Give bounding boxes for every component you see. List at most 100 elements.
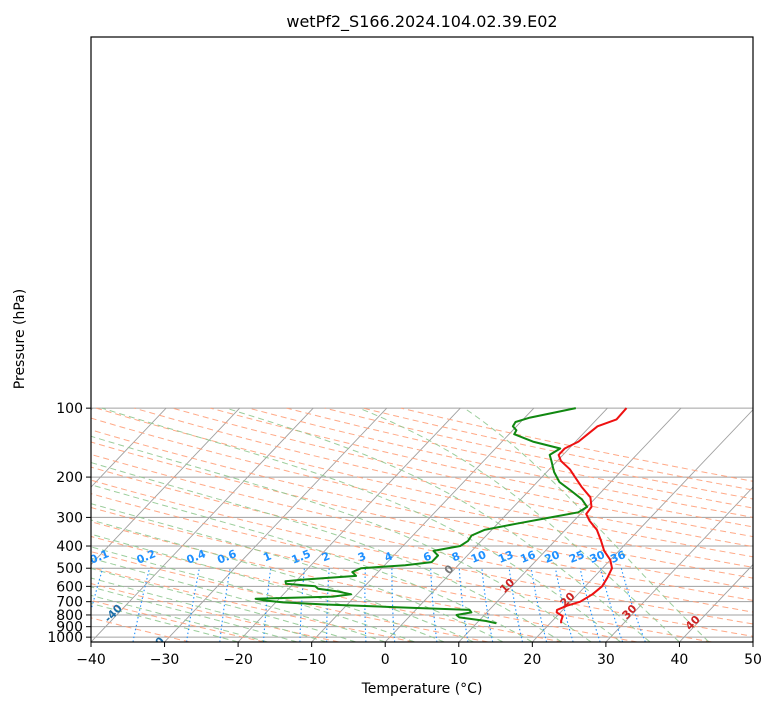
dry-adiabat <box>91 599 265 642</box>
mixing-ratio-label: 36 <box>608 548 627 566</box>
moist-adiabat <box>91 577 327 642</box>
isotherm-label: 40 <box>683 613 703 633</box>
dry-adiabat <box>91 466 753 613</box>
y-tick-label: 300 <box>56 510 83 526</box>
moist-adiabat <box>464 407 710 642</box>
y-tick-label: 700 <box>56 595 83 611</box>
moist-adiabat <box>91 533 445 642</box>
mixing-ratio-label: 3 <box>356 550 368 565</box>
moist-adiabat-lines <box>91 407 710 642</box>
moist-adiabat <box>101 407 621 642</box>
moist-adiabat <box>91 484 533 642</box>
x-tick-label: 0 <box>381 652 390 668</box>
x-tick-label: 40 <box>671 652 689 668</box>
x-axis-ticks: −40 −30 −20 −10 0 10 20 30 40 50 <box>76 642 762 668</box>
x-tick-label: 20 <box>523 652 541 668</box>
mixing-ratio-line <box>132 568 151 642</box>
temperature-profile-line <box>555 407 628 624</box>
isotherm-line <box>0 408 19 642</box>
mixing-ratio-line <box>481 568 494 642</box>
isotherm-label: -40 <box>102 602 125 625</box>
y-tick-label: 100 <box>56 401 83 417</box>
mixing-ratio-label: 30 <box>588 548 607 566</box>
x-tick-label: −30 <box>150 652 180 668</box>
dewpoint-profile-line <box>254 407 589 625</box>
mixing-ratio-line <box>326 568 330 642</box>
mixing-ratio-label: 1.5 <box>290 547 313 566</box>
dry-adiabat <box>91 441 753 590</box>
mixing-ratio-line <box>391 568 396 642</box>
profile-series <box>254 407 628 625</box>
x-tick-label: 10 <box>450 652 468 668</box>
x-tick-label: −20 <box>223 652 253 668</box>
plot-frame <box>90 36 754 643</box>
moist-adiabat <box>91 462 563 642</box>
x-tick-label: −10 <box>297 652 327 668</box>
mixing-ratio-label: 1 <box>261 550 273 565</box>
mixing-ratio-label: 0.6 <box>215 547 238 566</box>
moist-adiabat <box>358 407 680 642</box>
dry-adiabat <box>248 407 753 518</box>
plot-area: -100-90-80-70-60-50-40-30-20-10010203040… <box>0 407 753 708</box>
dry-adiabat <box>91 566 414 642</box>
mixing-ratio-line <box>262 568 272 642</box>
dry-adiabat <box>91 479 753 625</box>
dry-adiabat <box>91 417 753 568</box>
mixing-ratio-line <box>530 568 548 642</box>
dry-adiabat <box>172 407 753 538</box>
mixing-ratio-label: 16 <box>518 548 537 566</box>
isotherm-line <box>164 407 388 642</box>
moist-adiabat <box>91 594 268 642</box>
moist-adiabat <box>91 503 504 642</box>
mixing-ratio-label: 8 <box>450 550 462 565</box>
moist-adiabat <box>91 602 239 642</box>
isotherm-line <box>237 407 461 642</box>
mixing-ratio-line <box>91 568 104 613</box>
dry-adiabat <box>91 551 489 642</box>
dry-adiabat <box>134 407 753 548</box>
isotherm-label: -30 <box>144 634 167 657</box>
moist-adiabat <box>91 567 356 642</box>
y-tick-label: 200 <box>56 470 83 486</box>
dry-adiabat <box>210 407 753 528</box>
mixing-ratio-line <box>186 568 200 642</box>
mixing-ratio-label: 2 <box>320 550 332 565</box>
y-tick-label: 800 <box>56 608 83 624</box>
x-tick-label: 50 <box>744 652 762 668</box>
mixing-ratio-label: 10 <box>469 548 488 566</box>
isotherm-label: -60 <box>17 536 40 559</box>
isotherm-line <box>679 563 753 642</box>
mixing-ratio-line <box>620 568 646 642</box>
mixing-ratio-label: 25 <box>567 548 586 566</box>
isotherm-line <box>605 486 753 642</box>
dry-adiabat <box>91 506 712 642</box>
y-tick-label: 400 <box>56 539 83 555</box>
mixing-ratio-label: 13 <box>496 548 515 566</box>
mixing-ratio-line <box>508 568 524 642</box>
x-tick-label: −40 <box>76 652 106 668</box>
x-tick-label: 30 <box>597 652 615 668</box>
mixing-ratio-line <box>364 568 367 642</box>
isotherm-line <box>458 407 682 642</box>
isotherm-label: -10 <box>229 700 252 708</box>
isotherm-label: 10 <box>497 576 517 596</box>
isotherm-line <box>384 407 608 642</box>
moist-adiabat <box>91 586 298 642</box>
isotherm-line <box>91 407 167 488</box>
mixing-ratio-line <box>458 568 469 642</box>
dry-adiabat <box>91 535 563 642</box>
isotherm-line <box>752 641 753 642</box>
moist-adiabat <box>91 557 386 642</box>
mixing-ratio-line <box>579 568 601 642</box>
chart-title: wetPf2_S166.2024.104.02.39.E02 <box>286 12 557 32</box>
dry-adiabat <box>91 493 753 637</box>
mixing-ratio-line <box>430 568 438 642</box>
y-tick-label: 500 <box>56 561 83 577</box>
mixing-ratio-label: 0.4 <box>185 547 208 566</box>
x-axis-label: Temperature (°C) <box>361 681 483 697</box>
y-axis-label: Pressure (hPa) <box>12 289 28 389</box>
y-tick-label: 1000 <box>47 630 83 646</box>
